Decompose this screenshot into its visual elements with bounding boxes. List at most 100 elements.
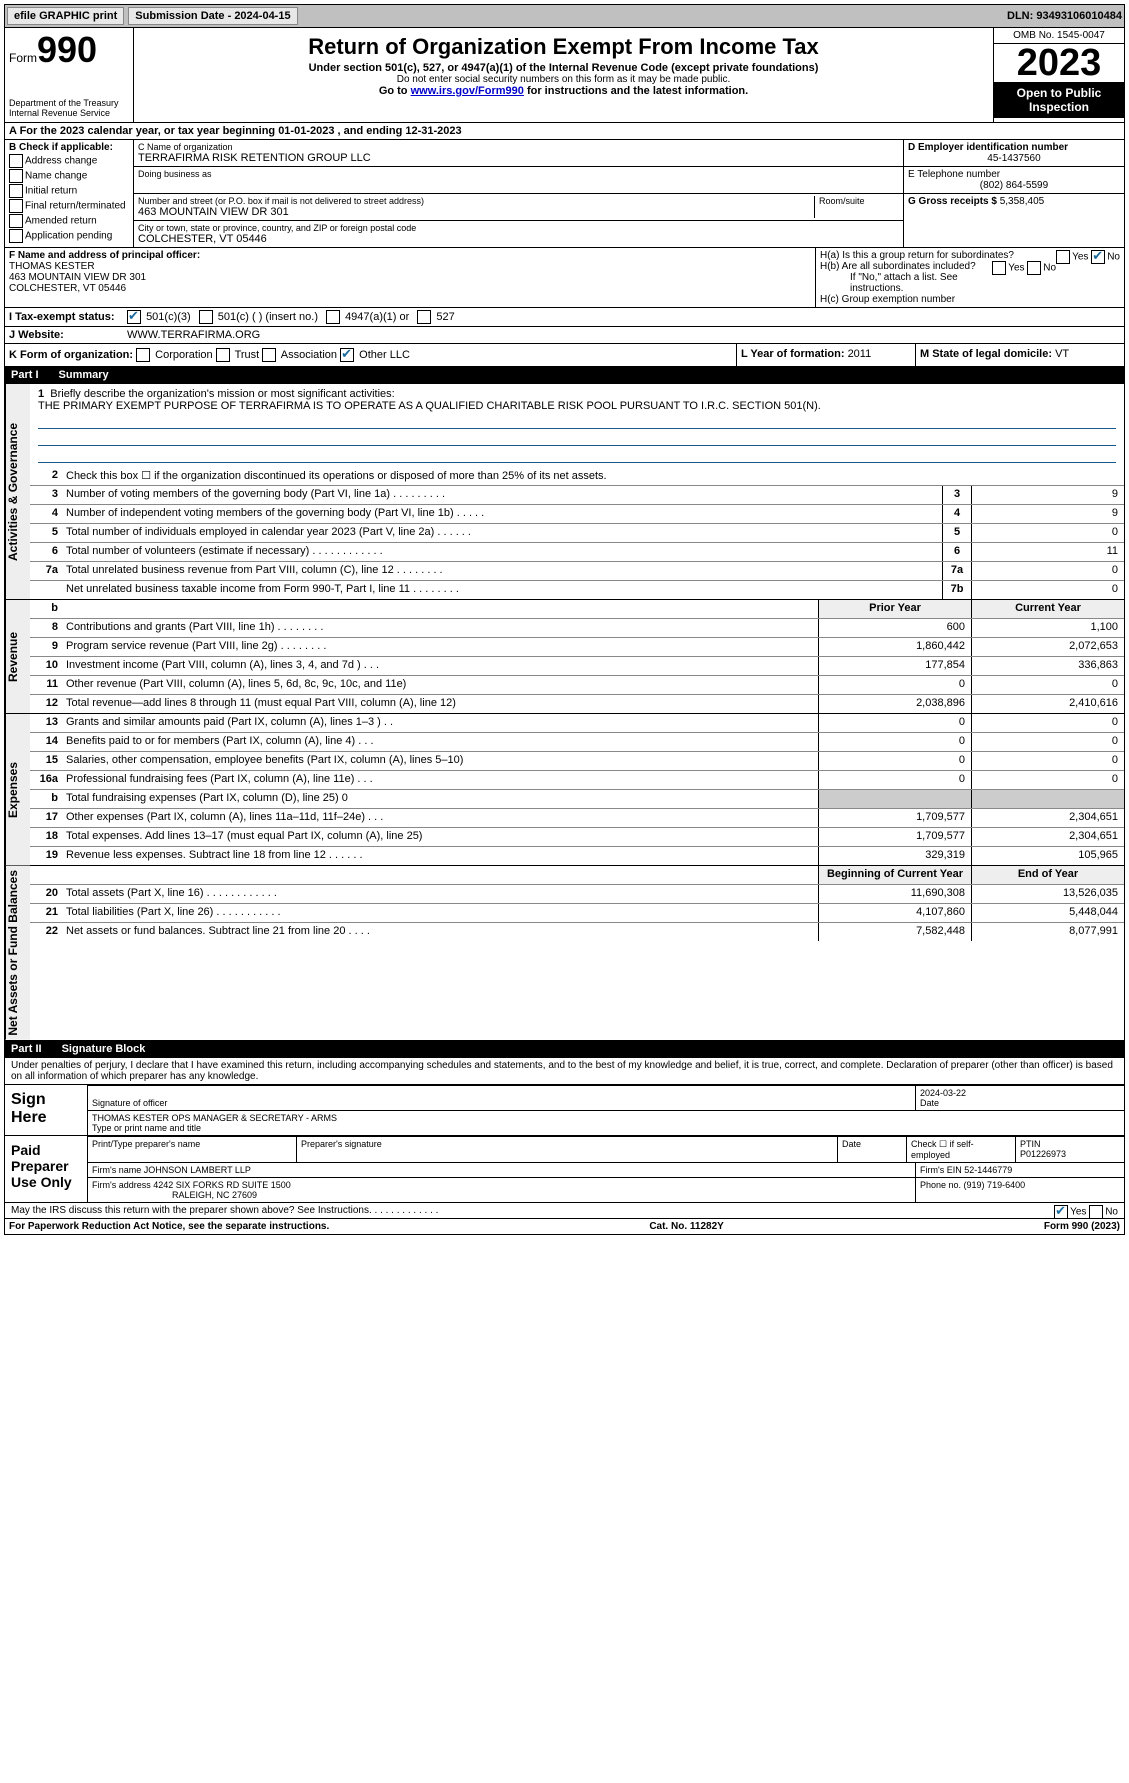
section-net-assets: Net Assets or Fund Balances Beginning of…	[4, 866, 1125, 1041]
cb-initial-return[interactable]: Initial return	[9, 184, 129, 198]
cb-name-change[interactable]: Name change	[9, 169, 129, 183]
phone-label: E Telephone number	[908, 169, 1120, 180]
line17-desc: Other expenses (Part IX, column (A), lin…	[62, 809, 818, 827]
firm-ein: 52-1446779	[964, 1165, 1012, 1175]
paid-preparer: Paid Preparer Use Only	[5, 1136, 88, 1202]
hdr-prior: Prior Year	[818, 600, 971, 618]
section-governance: Activities & Governance 1 Briefly descri…	[4, 384, 1125, 600]
line8-curr: 1,100	[971, 619, 1124, 637]
line3-box: 3	[942, 486, 971, 504]
form-title: Return of Organization Exempt From Incom…	[138, 34, 989, 60]
line21-curr: 5,448,044	[971, 904, 1124, 922]
line9-prior: 1,860,442	[818, 638, 971, 656]
footer-mid: Cat. No. 11282Y	[649, 1221, 723, 1232]
line16a-prior: 0	[818, 771, 971, 789]
line10-curr: 336,863	[971, 657, 1124, 675]
ha-label: H(a) Is this a group return for subordin…	[820, 250, 1014, 261]
line4-box: 4	[942, 505, 971, 523]
line19-prior: 329,319	[818, 847, 971, 865]
sig-name-label: Type or print name and title	[92, 1123, 1120, 1133]
cb-assoc[interactable]	[262, 348, 276, 362]
cb-527[interactable]	[417, 310, 431, 324]
line14-prior: 0	[818, 733, 971, 751]
cb-amended[interactable]: Amended return	[9, 214, 129, 228]
cb-discuss-yes[interactable]	[1054, 1205, 1068, 1219]
line22-curr: 8,077,991	[971, 923, 1124, 941]
org-name-label: C Name of organization	[138, 142, 899, 152]
firm-phone-label: Phone no.	[920, 1180, 964, 1190]
addr-value: 463 MOUNTAIN VIEW DR 301	[138, 206, 814, 218]
ptin-label: PTIN	[1020, 1139, 1120, 1149]
line8-prior: 600	[818, 619, 971, 637]
ptin-value: P01226973	[1020, 1149, 1120, 1159]
year-formation: 2011	[848, 348, 872, 360]
prep-date-label: Date	[838, 1137, 907, 1162]
submission-date: Submission Date - 2024-04-15	[128, 7, 297, 25]
vtab-revenue: Revenue	[5, 600, 30, 713]
footer-right: Form 990 (2023)	[1044, 1221, 1120, 1232]
cb-501c3[interactable]	[127, 310, 141, 324]
line9-desc: Program service revenue (Part VIII, line…	[62, 638, 818, 656]
prep-sig-label: Preparer's signature	[297, 1137, 838, 1162]
section-expenses: Expenses 13Grants and similar amounts pa…	[4, 714, 1125, 866]
line12-desc: Total revenue—add lines 8 through 11 (mu…	[62, 695, 818, 713]
page-footer: For Paperwork Reduction Act Notice, see …	[4, 1219, 1125, 1235]
line14-curr: 0	[971, 733, 1124, 751]
ein-label: D Employer identification number	[908, 142, 1120, 153]
line6-box: 6	[942, 543, 971, 561]
line-b: b	[30, 600, 62, 618]
website-value: WWW.TERRAFIRMA.ORG	[127, 329, 260, 341]
line7a-desc: Total unrelated business revenue from Pa…	[62, 562, 942, 580]
cb-discuss-no[interactable]	[1089, 1205, 1103, 1219]
cb-501c[interactable]	[199, 310, 213, 324]
efile-print-button[interactable]: efile GRAPHIC print	[7, 7, 124, 25]
line16b-shade2	[971, 790, 1124, 808]
discuss-text: May the IRS discuss this return with the…	[11, 1205, 438, 1216]
line3-val: 9	[971, 486, 1124, 504]
box-f: F Name and address of principal officer:…	[5, 248, 816, 307]
line7a-box: 7a	[942, 562, 971, 580]
dln: DLN: 93493106010484	[1007, 10, 1122, 22]
line7b-desc: Net unrelated business taxable income fr…	[62, 581, 942, 599]
line7b-val: 0	[971, 581, 1124, 599]
cb-app-pending[interactable]: Application pending	[9, 229, 129, 243]
line12-curr: 2,410,616	[971, 695, 1124, 713]
officer-name: THOMAS KESTER	[9, 261, 811, 272]
line13-prior: 0	[818, 714, 971, 732]
cb-trust[interactable]	[216, 348, 230, 362]
hb-label: H(b) Are all subordinates included?	[820, 261, 976, 272]
line6-desc: Total number of volunteers (estimate if …	[62, 543, 942, 561]
cb-4947[interactable]	[326, 310, 340, 324]
line9-curr: 2,072,653	[971, 638, 1124, 656]
sig-name: THOMAS KESTER OPS MANAGER & SECRETARY - …	[92, 1113, 1120, 1123]
domicile-label: M State of legal domicile:	[920, 348, 1055, 360]
cb-final-return[interactable]: Final return/terminated	[9, 199, 129, 213]
line22-prior: 7,582,448	[818, 923, 971, 941]
line18-curr: 2,304,651	[971, 828, 1124, 846]
row-klm: K Form of organization: Corporation Trus…	[4, 344, 1125, 367]
box-b: B Check if applicable: Address change Na…	[5, 140, 134, 247]
other-value: LLC	[390, 349, 410, 361]
cb-other[interactable]	[340, 348, 354, 362]
cb-address-change[interactable]: Address change	[9, 154, 129, 168]
dept-treasury: Department of the Treasury Internal Reve…	[9, 98, 129, 118]
print-name-label: Print/Type preparer's name	[88, 1137, 297, 1162]
line5-desc: Total number of individuals employed in …	[62, 524, 942, 542]
line20-prior: 11,690,308	[818, 885, 971, 903]
line15-curr: 0	[971, 752, 1124, 770]
header-sub3: Go to www.irs.gov/Form990 for instructio…	[138, 85, 989, 97]
hdr-end: End of Year	[971, 866, 1124, 884]
firm-ein-label: Firm's EIN	[920, 1165, 964, 1175]
line20-curr: 13,526,035	[971, 885, 1124, 903]
header-sub2: Do not enter social security numbers on …	[138, 74, 989, 85]
line7b-box: 7b	[942, 581, 971, 599]
line22-desc: Net assets or fund balances. Subtract li…	[62, 923, 818, 941]
city-value: COLCHESTER, VT 05446	[138, 233, 899, 245]
line11-prior: 0	[818, 676, 971, 694]
firm-phone: (919) 719-6400	[964, 1180, 1026, 1190]
cb-corp[interactable]	[136, 348, 150, 362]
irs-link[interactable]: www.irs.gov/Form990	[411, 85, 524, 97]
gross-label: G Gross receipts $	[908, 196, 1000, 207]
ein-value: 45-1437560	[908, 153, 1120, 164]
sig-officer-label: Signature of officer	[92, 1098, 911, 1108]
